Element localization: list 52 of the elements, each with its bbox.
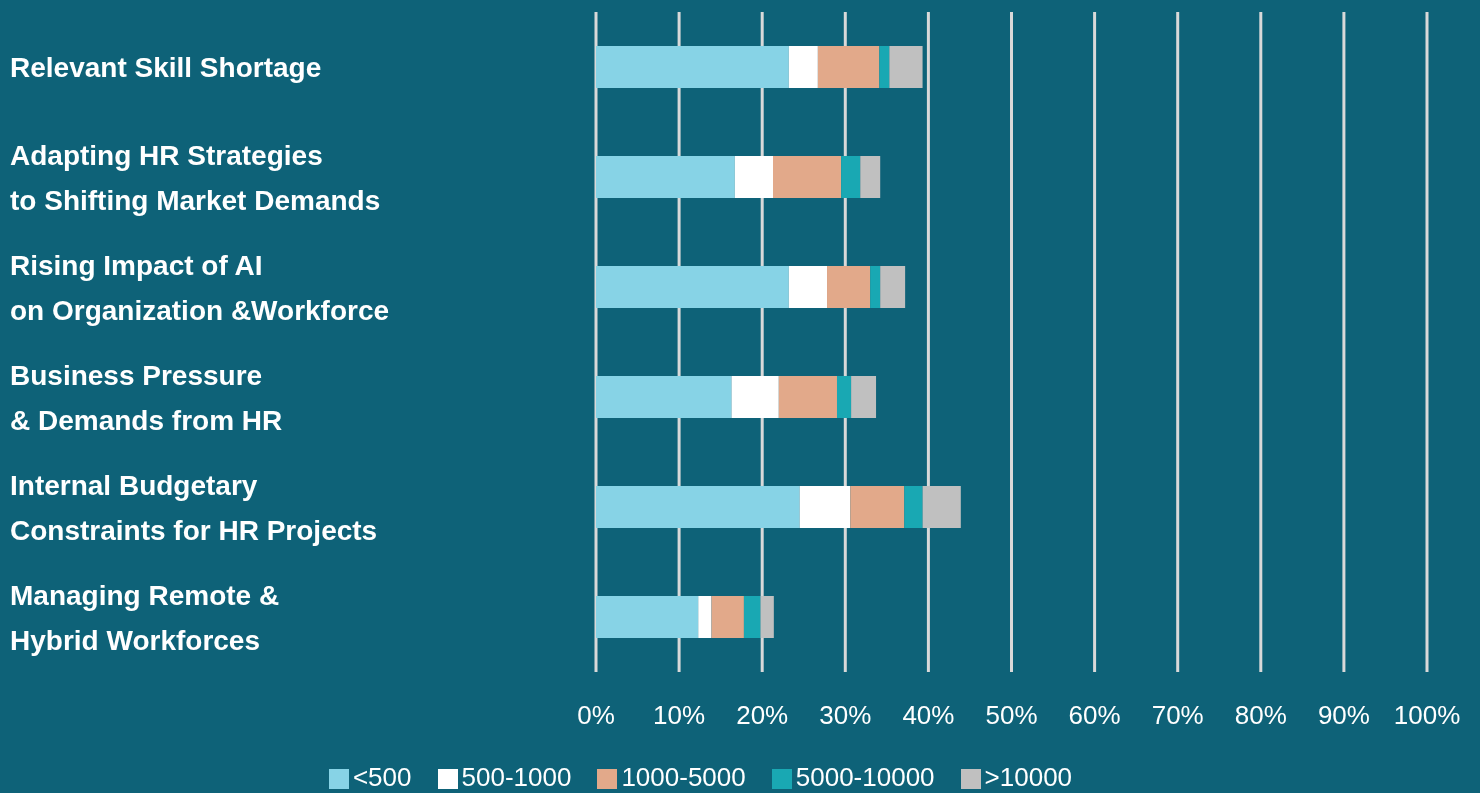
x-tick-label: 90%	[1317, 700, 1370, 730]
bar	[773, 156, 842, 198]
bar	[879, 46, 890, 88]
y-tick-label: Internal Budgetary Constraints for HR Projects	[10, 469, 378, 545]
bar	[851, 376, 877, 418]
bar	[904, 486, 923, 528]
bar	[922, 486, 961, 528]
legend-label: 1000-5000	[621, 762, 746, 792]
legend-label: <500	[352, 762, 412, 792]
bar	[788, 266, 828, 308]
bar	[827, 266, 871, 308]
x-tick-label: 40%	[902, 700, 955, 730]
x-tick-label: 10%	[653, 700, 706, 730]
bar	[734, 156, 773, 198]
bar	[596, 596, 699, 638]
y-tick-label: Adapting HR Strategies to Shifting Market Demands	[10, 139, 381, 215]
x-tick-label: 50%	[985, 700, 1038, 730]
x-tick-label: 80%	[1234, 700, 1287, 730]
x-tick-label: 100%	[1393, 700, 1461, 730]
bar	[860, 156, 881, 198]
bar	[596, 266, 789, 308]
legend-label: >10000	[984, 762, 1073, 792]
x-tick-label: 60%	[1068, 700, 1121, 730]
x-tick-label: 30%	[819, 700, 872, 730]
y-tick-label: Relevant Skill Shortage	[10, 51, 322, 83]
bar	[778, 376, 837, 418]
y-tick-label: Rising Impact of AI on Organization &Workforce	[10, 249, 390, 325]
bar	[596, 486, 800, 528]
bar	[850, 486, 905, 528]
bar	[760, 596, 774, 638]
bar	[596, 376, 732, 418]
bar	[731, 376, 779, 418]
bar	[596, 156, 735, 198]
y-tick-label: Business Pressure & Demands from HR	[10, 359, 283, 435]
bar	[870, 266, 881, 308]
bar	[799, 486, 851, 528]
x-tick-label: 20%	[736, 700, 789, 730]
x-tick-label: 70%	[1151, 700, 1204, 730]
bar	[841, 156, 861, 198]
legend-label: 500-1000	[461, 762, 572, 792]
bar	[889, 46, 923, 88]
legend-label: 5000-10000	[795, 762, 935, 792]
bar	[788, 46, 818, 88]
bar	[711, 596, 744, 638]
bar	[596, 46, 789, 88]
bar	[817, 46, 880, 88]
bar	[743, 596, 761, 638]
bar	[698, 596, 712, 638]
x-tick-label: 0%	[577, 700, 615, 730]
bar	[880, 266, 906, 308]
bar	[836, 376, 852, 418]
y-tick-label: Managing Remote & Hybrid Workforces	[10, 579, 280, 655]
